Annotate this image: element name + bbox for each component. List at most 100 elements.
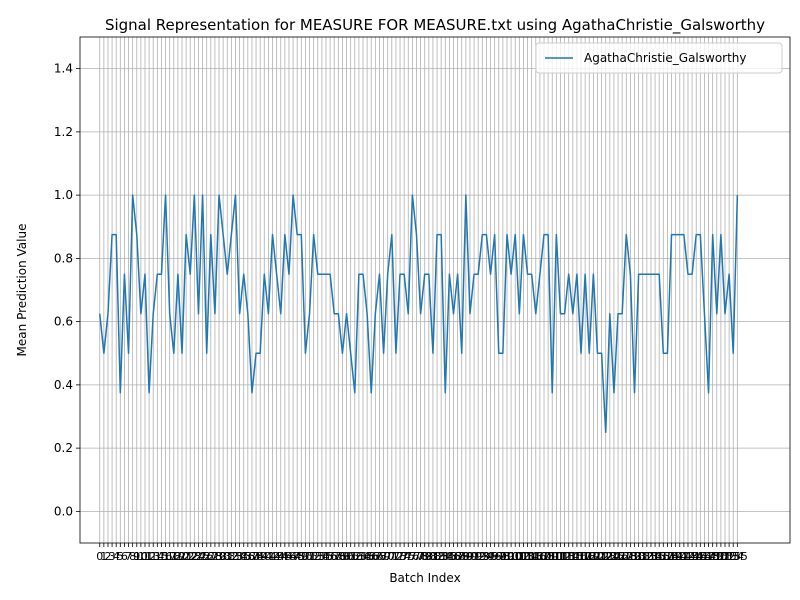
x-tick-label: 9	[133, 550, 140, 563]
x-tick-label: 86	[447, 550, 461, 563]
x-tick-label: 137	[653, 550, 674, 563]
y-axis-label: Mean Prediction Value	[15, 224, 29, 357]
x-tick-label: 142	[673, 550, 694, 563]
x-tick-label: 59	[335, 550, 349, 563]
x-tick-label: 106	[525, 550, 546, 563]
x-tick-label: 77	[409, 550, 423, 563]
x-tick-label: 76	[405, 550, 419, 563]
x-tick-label: 11	[138, 550, 152, 563]
x-tick-label: 102	[509, 550, 530, 563]
x-tick-label: 145	[686, 550, 707, 563]
x-tick-label: 38	[249, 550, 263, 563]
x-tick-label: 104	[517, 550, 538, 563]
x-tick-label: 144	[682, 550, 703, 563]
x-tick-label: 129	[620, 550, 641, 563]
y-tick-label: 1.0	[54, 188, 73, 202]
x-tick-label: 124	[599, 550, 620, 563]
x-tick-label: 84	[438, 550, 452, 563]
x-tick-label: 69	[377, 550, 391, 563]
x-tick-label: 151	[710, 550, 731, 563]
x-tick-label: 119	[579, 550, 600, 563]
x-tick-label: 29	[212, 550, 226, 563]
x-tick-label: 8	[129, 550, 136, 563]
x-tick-label: 39	[253, 550, 267, 563]
x-tick-label: 12	[142, 550, 156, 563]
x-tick-label: 71	[385, 550, 399, 563]
x-tick-label: 42	[266, 550, 280, 563]
x-tick-label: 114	[558, 550, 579, 563]
x-tick-label: 28	[208, 550, 222, 563]
y-gridlines	[80, 68, 790, 512]
x-tick-label: 37	[245, 550, 259, 563]
x-tick-label: 32	[224, 550, 238, 563]
x-tick-label: 47	[286, 550, 300, 563]
x-tick-label: 48	[290, 550, 304, 563]
x-tick-label: 111	[546, 550, 567, 563]
x-tick-label: 51	[303, 550, 317, 563]
x-tick-label: 94	[479, 550, 493, 563]
x-tick-label: 6	[121, 550, 128, 563]
x-tick-label: 109	[538, 550, 559, 563]
x-tick-label: 56	[323, 550, 337, 563]
x-tick-label: 54	[315, 550, 329, 563]
x-tick-label: 23	[187, 550, 201, 563]
x-tick-label: 81	[426, 550, 440, 563]
x-tick-label: 130	[624, 550, 645, 563]
x-tick-label: 149	[702, 550, 723, 563]
chart-title: Signal Representation for MEASURE FOR ME…	[105, 16, 765, 35]
x-tick-label: 62	[348, 550, 362, 563]
x-tick-label: 110	[542, 550, 563, 563]
x-tick-label: 16	[159, 550, 173, 563]
x-tick-label: 134	[640, 550, 661, 563]
legend: AgathaChristie_Galsworthy	[535, 42, 783, 74]
x-tick-label: 21	[179, 550, 193, 563]
x-axis-ticks: 0123456789101112131415161718192021222324…	[96, 543, 748, 563]
y-tick-label: 0.2	[54, 441, 73, 455]
x-tick-label: 58	[331, 550, 345, 563]
x-tick-label: 70	[381, 550, 395, 563]
axes-frame	[79, 36, 791, 544]
x-tick-label: 140	[665, 550, 686, 563]
legend-box	[535, 42, 783, 74]
x-tick-label: 75	[401, 550, 415, 563]
x-tick-label: 73	[393, 550, 407, 563]
y-tick-label: 1.4	[54, 62, 73, 76]
x-tick-label: 127	[612, 550, 633, 563]
x-tick-label: 50	[298, 550, 312, 563]
x-tick-label: 139	[661, 550, 682, 563]
y-tick-label: 0.6	[54, 315, 73, 329]
x-tick-label: 41	[261, 550, 275, 563]
x-tick-label: 113	[554, 550, 575, 563]
x-tick-label: 85	[442, 550, 456, 563]
x-tick-label: 107	[529, 550, 550, 563]
x-tick-label: 117	[571, 550, 592, 563]
x-tick-label: 5	[117, 550, 124, 563]
x-tick-label: 143	[677, 550, 698, 563]
y-tick-label: 0.4	[54, 378, 73, 392]
x-tick-label: 3	[109, 550, 116, 563]
x-tick-label: 80	[422, 550, 436, 563]
x-tick-label: 98	[496, 550, 510, 563]
x-tick-label: 82	[430, 550, 444, 563]
x-tick-label: 44	[274, 550, 288, 563]
x-tick-label: 92	[471, 550, 485, 563]
x-tick-label: 17	[163, 550, 177, 563]
x-tick-label: 101	[505, 550, 526, 563]
x-tick-label: 46	[282, 550, 296, 563]
x-tick-label: 100	[501, 550, 522, 563]
x-tick-label: 15	[154, 550, 168, 563]
x-tick-label: 115	[562, 550, 583, 563]
x-tick-label: 78	[414, 550, 428, 563]
x-tick-label: 68	[372, 550, 386, 563]
x-tick-label: 152	[715, 550, 736, 563]
x-tick-label: 55	[319, 550, 333, 563]
x-tick-label: 126	[608, 550, 629, 563]
x-tick-label: 116	[566, 550, 587, 563]
y-tick-label: 1.2	[54, 125, 73, 139]
x-tick-label: 30	[216, 550, 230, 563]
x-tick-label: 13	[146, 550, 160, 563]
x-tick-label: 25	[196, 550, 210, 563]
x-tick-label: 146	[690, 550, 711, 563]
x-tick-label: 7	[125, 550, 132, 563]
